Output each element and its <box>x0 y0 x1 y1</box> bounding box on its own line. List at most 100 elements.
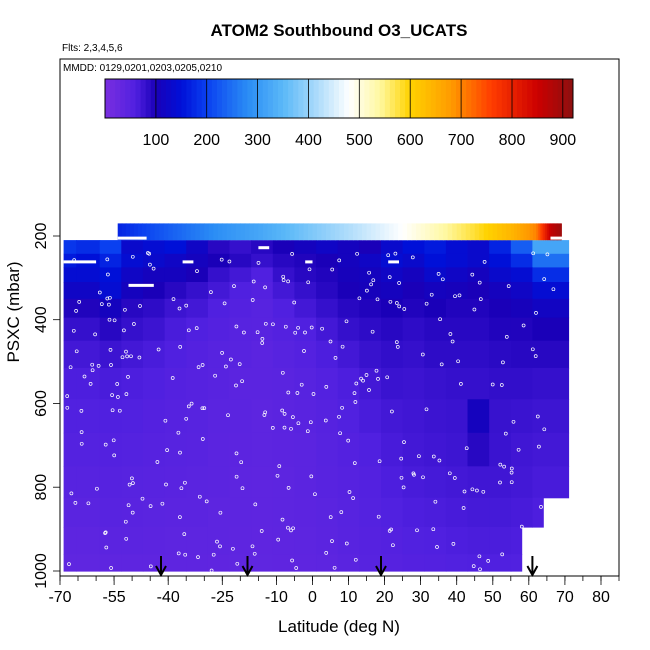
colorbar-segment <box>354 79 360 118</box>
heatmap-cell <box>186 282 209 300</box>
heatmap-cell <box>251 466 274 499</box>
top-layer-cell <box>384 223 390 241</box>
heatmap-cell <box>424 466 447 499</box>
heatmap-cell <box>121 317 144 342</box>
top-layer-cell <box>146 223 151 241</box>
top-layer-cell <box>375 223 381 241</box>
observation-point <box>103 530 108 535</box>
heatmap-cell <box>316 399 339 434</box>
observation-point <box>551 287 556 292</box>
observation-point <box>231 546 235 551</box>
observation-point <box>451 542 456 546</box>
top-layer-cell <box>402 223 408 241</box>
heatmap-cell <box>467 466 490 499</box>
heatmap-cell <box>402 367 425 400</box>
observation-point <box>421 475 425 480</box>
top-layer-cell <box>357 223 363 241</box>
observation-point <box>296 325 300 330</box>
observation-point <box>99 302 104 306</box>
observation-point <box>397 281 401 285</box>
observation-point <box>103 442 108 447</box>
observation-point <box>390 409 394 414</box>
heatmap-cell <box>251 367 274 400</box>
observation-point <box>227 259 232 264</box>
x-axis: -70 -55 -40 -25 -10 0 10 20 30 40 50 60 70 80 <box>48 576 620 606</box>
observation-point <box>542 427 547 432</box>
observation-point <box>196 555 200 559</box>
plot-frame <box>59 58 620 577</box>
colorbar-segment <box>333 79 340 118</box>
top-layer-cell <box>465 223 471 241</box>
heatmap-cell <box>76 466 101 499</box>
observation-point <box>296 421 301 426</box>
heatmap-cell <box>207 340 231 369</box>
top-layer-cell <box>543 223 546 241</box>
heatmap-cell <box>467 497 490 528</box>
colorbar-segment <box>491 79 498 118</box>
observation-point <box>355 251 359 256</box>
heatmap-cell <box>251 282 274 300</box>
top-layer-cell <box>520 223 525 241</box>
observation-point <box>220 351 224 355</box>
colorbar-tick-label: 600 <box>397 132 424 149</box>
heatmap-cell <box>99 466 122 499</box>
heatmap-cell <box>402 432 425 467</box>
observation-points <box>65 251 556 573</box>
observation-point <box>367 388 371 392</box>
heatmap-cell <box>445 240 469 255</box>
heatmap-cell <box>402 282 425 300</box>
observation-point <box>116 395 120 399</box>
observation-point <box>499 383 504 387</box>
y-axis: 200 400 600 800 1000 <box>33 223 60 589</box>
top-layer-cell <box>154 223 160 241</box>
observation-point <box>234 451 239 456</box>
observation-point <box>340 344 345 349</box>
heatmap-cell <box>207 554 231 572</box>
heatmap-cell <box>424 298 447 319</box>
observation-point <box>303 330 307 335</box>
observation-point <box>290 558 294 563</box>
top-layer-cell <box>339 223 345 241</box>
observation-point <box>509 470 514 475</box>
observation-point <box>218 544 222 549</box>
heatmap-cell <box>489 317 512 342</box>
colorbar-segment <box>216 79 223 118</box>
heatmap-cell <box>402 554 425 572</box>
heatmap-cell <box>445 340 469 369</box>
y-axis-label: PSXC (mbar) <box>4 261 23 362</box>
observation-point <box>477 554 482 559</box>
observation-point <box>177 306 182 311</box>
top-layer-cell <box>181 223 187 241</box>
observation-point <box>138 304 142 308</box>
heatmap-cell <box>164 527 187 555</box>
observation-point <box>259 529 264 533</box>
top-layer-cell <box>555 223 558 241</box>
observation-point <box>250 544 255 549</box>
observation-point <box>286 279 290 284</box>
y-tick-label: 600 <box>33 390 50 417</box>
colorbar-tick-label: 300 <box>244 132 271 149</box>
observation-point <box>276 537 281 542</box>
heatmap-cell <box>445 367 469 400</box>
observation-point <box>160 501 165 506</box>
colorbar-segment <box>105 79 111 118</box>
top-layer-cell <box>554 223 557 241</box>
observation-point <box>123 519 128 524</box>
heatmap-cell <box>186 267 209 283</box>
top-layer-cell <box>321 223 327 241</box>
observation-point <box>280 370 285 375</box>
observation-point <box>402 440 406 444</box>
heatmap-cell <box>337 399 360 434</box>
observation-point <box>132 322 136 326</box>
observation-point <box>263 410 268 415</box>
heatmap-cell <box>229 554 252 572</box>
top-layer-cell <box>371 223 377 241</box>
observation-point <box>182 532 187 536</box>
heatmap-cell <box>142 267 166 283</box>
top-layer-cell <box>195 223 201 241</box>
heatmap-cell <box>229 317 252 342</box>
heatmap-cell <box>445 399 469 434</box>
colorbar-segment <box>181 79 187 118</box>
heatmap-cell <box>294 317 317 342</box>
observation-point <box>286 525 290 530</box>
